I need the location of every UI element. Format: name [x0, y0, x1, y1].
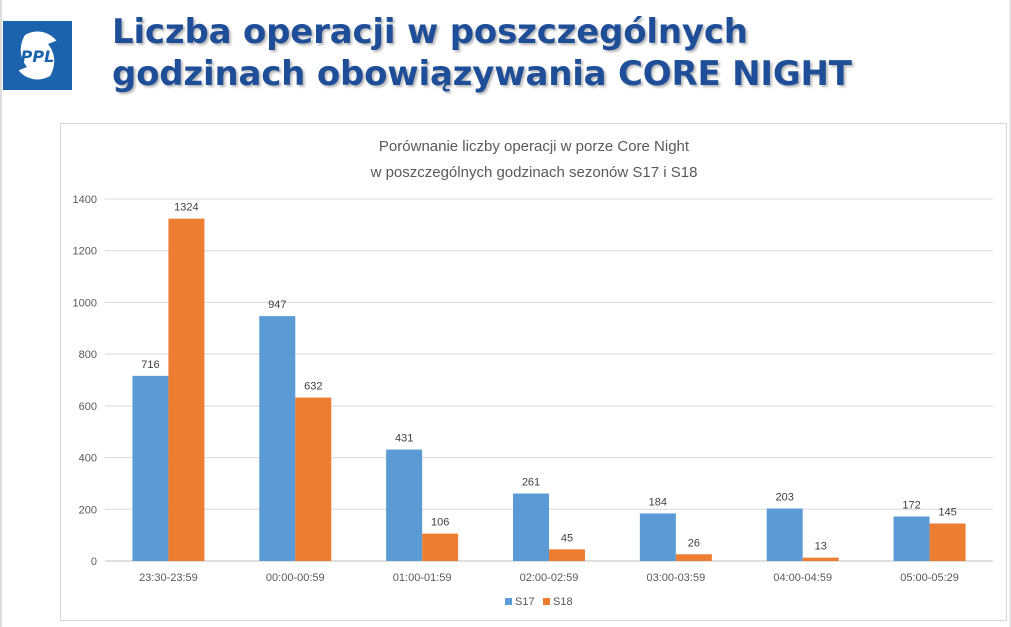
- data-label-s18: 45: [561, 532, 573, 544]
- y-tick-label: 800: [79, 349, 97, 361]
- y-tick-label: 0: [91, 556, 97, 568]
- bar-s17: [639, 513, 676, 561]
- data-label-s18: 13: [815, 541, 827, 553]
- data-label-s18: 106: [431, 517, 449, 529]
- data-label-s17: 172: [902, 500, 920, 512]
- ppl-logo: PPL: [3, 21, 72, 90]
- slide-right-edge: [1009, 0, 1011, 627]
- bar-s17: [513, 493, 549, 561]
- legend-label-s17: S17: [515, 596, 535, 608]
- slide-title: Liczba operacji w poszczególnych godzina…: [112, 11, 992, 95]
- chart-title-line-2: w poszczególnych godzinach sezonów S17 i…: [370, 164, 698, 181]
- y-tick-label: 1000: [73, 297, 97, 309]
- data-label-s17: 261: [522, 477, 540, 489]
- x-tick-label: 03:00-03:59: [646, 572, 705, 584]
- x-tick-label: 05:00-05:29: [900, 572, 959, 584]
- y-tick-label: 1400: [73, 194, 97, 206]
- data-label-s18: 1324: [174, 202, 198, 214]
- bar-s18: [422, 533, 459, 561]
- data-label-s17: 184: [649, 496, 667, 508]
- chart-frame: Porównanie liczby operacji w porze Core …: [60, 123, 1007, 621]
- bar-s17: [386, 449, 423, 561]
- bar-s17: [132, 375, 169, 561]
- bar-chart: Porównanie liczby operacji w porze Core …: [73, 138, 993, 608]
- y-tick-label: 600: [79, 401, 97, 413]
- x-tick-label: 00:00-00:59: [266, 572, 325, 584]
- data-label-s17: 431: [395, 433, 413, 445]
- bar-s18: [295, 397, 332, 561]
- legend-swatch-s18: [543, 598, 550, 605]
- data-label-s18: 632: [304, 381, 322, 393]
- bar-s17: [259, 316, 296, 561]
- bar-s18: [168, 218, 205, 561]
- slide-title-line-1: Liczba operacji w poszczególnych: [112, 12, 748, 52]
- chart-title-line-1: Porównanie liczby operacji w porze Core …: [379, 138, 690, 155]
- bar-s18: [549, 549, 585, 561]
- data-label-s17: 203: [776, 492, 794, 504]
- x-tick-label: 01:00-01:59: [393, 572, 452, 584]
- bar-s18: [929, 523, 966, 561]
- x-tick-label: 23:30-23:59: [139, 572, 198, 584]
- y-tick-label: 200: [79, 504, 97, 516]
- data-label-s17: 947: [268, 299, 286, 311]
- bar-s18: [675, 554, 712, 561]
- x-tick-label: 02:00-02:59: [520, 572, 579, 584]
- bar-s18: [802, 557, 839, 561]
- legend-swatch-s17: [505, 598, 512, 605]
- slide-title-line-2: godzinach obowiązywania CORE NIGHT: [112, 54, 852, 94]
- data-label-s18: 26: [688, 537, 700, 549]
- ppl-logo-text: PPL: [21, 47, 55, 66]
- bar-s17: [893, 516, 930, 561]
- y-tick-label: 400: [79, 453, 97, 465]
- data-label-s17: 716: [141, 359, 159, 371]
- bar-s17: [766, 508, 803, 561]
- data-label-s18: 145: [938, 507, 956, 519]
- legend-label-s18: S18: [553, 596, 573, 608]
- y-tick-label: 1200: [73, 246, 97, 258]
- slide-left-edge: [0, 0, 2, 627]
- x-tick-label: 04:00-04:59: [773, 572, 832, 584]
